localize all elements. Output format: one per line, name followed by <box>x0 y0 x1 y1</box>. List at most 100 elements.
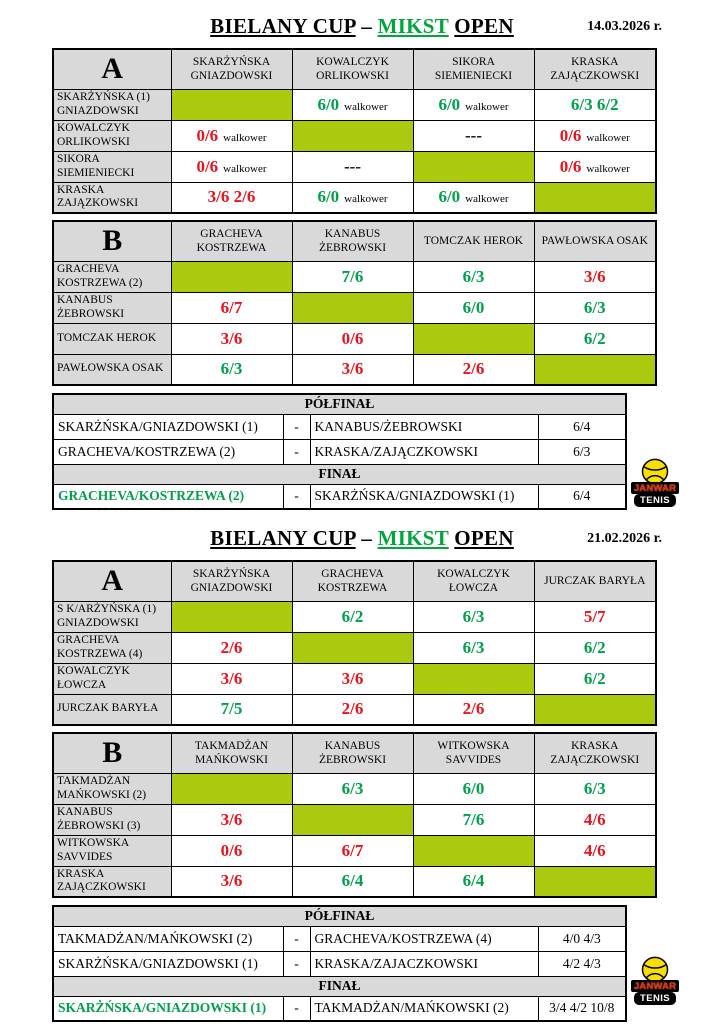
column-header: SKARŻYŃSKA GNIAZDOWSKI <box>170 560 293 602</box>
table-row: WITKOWSKA SAVVIDES 0/6 6/7 4/6 <box>52 834 657 867</box>
player-name: KOWALCZYK ORLIKOWSKI <box>52 119 172 152</box>
score-cell: 6/7 <box>170 291 293 324</box>
pair-name: KRASKA/ZAJĄCZKOWSKI <box>309 438 539 465</box>
score-cell: 3/6 <box>170 662 293 695</box>
score-cell: 4/6 <box>533 803 657 836</box>
score-cell: 6/0 walkower <box>412 181 535 214</box>
pair-name: SKARŻŃSKA/GNIAZDOWSKI (1) <box>52 413 284 440</box>
score: 6/3 <box>220 359 243 379</box>
score: 6/2 <box>583 668 606 688</box>
score: 5/7 <box>583 606 606 626</box>
score: 4/6 <box>583 809 606 829</box>
player-name: JURCZAK BARYŁA <box>52 693 172 726</box>
table-row: KRASKA ZAJĄZKOWSKI 3/6 2/6 6/0 walkower 6… <box>52 181 657 214</box>
score-cell: 2/6 <box>291 693 414 726</box>
player-name: SIKORA SIEMIENIECKI <box>52 150 172 183</box>
page-title-1: BIELANY CUP – MIKST OPEN <box>0 14 724 39</box>
table-row: KRASKA ZAJĄCZKOWSKI 3/6 6/4 6/4 <box>52 865 657 898</box>
score-cell: 6/0 <box>412 772 535 805</box>
score: 0/6 <box>559 125 582 145</box>
pair-name: GRACHEVA/KOSTRZEWA (4) <box>309 925 539 952</box>
title-bar-1: BIELANY CUP – MIKST OPEN 14.03.2026 r. <box>0 14 724 44</box>
table-header-row: A SKARŻYŃSKA GNIAZDOWSKI KOWALCZYK ORLIK… <box>52 48 657 90</box>
self-cell <box>412 322 535 355</box>
table-row: GRACHEVA KOSTRZEWA (4) 2/6 6/3 6/2 <box>52 631 657 664</box>
stage-header-row: PÓŁFINAŁ <box>52 393 627 415</box>
score: 0/6 <box>341 328 364 348</box>
group-label: A <box>52 560 172 602</box>
score: 6/0 <box>317 187 340 207</box>
score-cell: 6/3 <box>533 291 657 324</box>
score-cell: 3/6 <box>291 662 414 695</box>
table-row: KOWALCZYK ŁOWCZA 3/6 3/6 6/2 <box>52 662 657 695</box>
match-score: 4/2 4/3 <box>537 950 627 977</box>
janwar-tenis-logo: JANWAR TENIS <box>628 956 682 1005</box>
column-header: JURCZAK BARYŁA <box>533 560 657 602</box>
logo-text-tenis: TENIS <box>634 992 676 1005</box>
column-header: GRACHEVA KOSTRZEWA <box>170 220 293 262</box>
match-row: SKARŻŃSKA/GNIAZDOWSKI (1) - KANABUS/ŻEBR… <box>52 413 627 440</box>
score-cell: 4/6 <box>533 834 657 867</box>
table-row: KOWALCZYK ORLIKOWSKI 0/6 walkower --- 0/6… <box>52 119 657 152</box>
score-cell: 3/6 <box>170 803 293 836</box>
title-bar-2: BIELANY CUP – MIKST OPEN 21.02.2026 r. <box>0 526 724 556</box>
self-cell <box>170 260 293 293</box>
score: 3/6 <box>341 668 364 688</box>
stage-header-row: FINAŁ <box>52 975 627 997</box>
janwar-tenis-logo: JANWAR TENIS <box>628 458 682 507</box>
score: 2/6 <box>341 699 364 719</box>
versus-dash: - <box>282 925 311 952</box>
winner-pair-name: SKARŻŃSKA/GNIAZDOWSKI (1) <box>52 995 284 1022</box>
player-name: SKARŻYŃSKA (1) GNIAZDOWSKI <box>52 88 172 121</box>
column-header: PAWŁOWSKA OSAK <box>533 220 657 262</box>
pair-name: SKARŻŃSKA/GNIAZDOWSKI (1) <box>309 483 539 510</box>
score-cell: 7/6 <box>291 260 414 293</box>
score: --- <box>465 125 482 145</box>
table-row: GRACHEVA KOSTRZEWA (2) 7/6 6/3 3/6 <box>52 260 657 293</box>
score-cell: 6/2 <box>533 662 657 695</box>
score: 3/6 <box>220 328 243 348</box>
pair-name: GRACHEVA/KOSTRZEWA (2) <box>52 438 284 465</box>
column-header: KANABUS ŻEBROWSKI <box>291 220 414 262</box>
score-cell: 6/0 <box>412 291 535 324</box>
column-header: TOMCZAK HEROK <box>412 220 535 262</box>
group-label: B <box>52 732 172 774</box>
score: 7/5 <box>220 699 243 719</box>
title-text: BIELANY CUP <box>210 14 356 38</box>
player-name: S K/ARŻYŃSKA (1) GNIAZDOWSKI <box>52 600 172 633</box>
score-cell: 0/6 walkower <box>533 150 657 183</box>
table-row: TOMCZAK HEROK 3/6 0/6 6/2 <box>52 322 657 355</box>
score-cell: 5/7 <box>533 600 657 633</box>
score: 6/3 <box>462 637 485 657</box>
score-cell: --- <box>291 150 414 183</box>
score-cell: 6/2 <box>291 600 414 633</box>
table-row: S K/ARŻYŃSKA (1) GNIAZDOWSKI 6/2 6/3 5/7 <box>52 600 657 633</box>
self-cell <box>291 631 414 664</box>
title-text: OPEN <box>454 526 514 551</box>
player-name: GRACHEVA KOSTRZEWA (2) <box>52 260 172 293</box>
score: 6/0 <box>462 297 485 317</box>
score-cell: 7/6 <box>412 803 535 836</box>
match-row: SKARŻŃSKA/GNIAZDOWSKI (1) - KRASKA/ZAJAC… <box>52 950 627 977</box>
player-name: KANABUS ŻEBROWSKI <box>52 291 172 324</box>
self-cell <box>412 150 535 183</box>
score: 2/6 <box>220 637 243 657</box>
column-header: TAKMADŻAN MAŃKOWSKI <box>170 732 293 774</box>
table-row: KANABUS ŻEBROWSKI 6/7 6/0 6/3 <box>52 291 657 324</box>
score-cell: 2/6 <box>412 353 535 386</box>
column-header: WITKOWSKA SAVVIDES <box>412 732 535 774</box>
self-cell <box>533 181 657 214</box>
player-name: KRASKA ZAJĄCZKOWSKI <box>52 865 172 898</box>
group-a-table-2: A SKARŻYŃSKA GNIAZDOWSKI GRACHEVA KOSTRZ… <box>52 560 657 727</box>
score: 7/6 <box>341 266 364 286</box>
self-cell <box>412 834 535 867</box>
pair-name: TAKMADŻAN/MAŃKOWSKI (2) <box>309 995 539 1022</box>
match-score: 6/4 <box>537 483 627 510</box>
semifinal-header: PÓŁFINAŁ <box>52 393 627 415</box>
walkover-note: walkower <box>344 193 388 206</box>
match-score: 6/4 <box>537 413 627 440</box>
table-header-row: B GRACHEVA KOSTRZEWA KANABUS ŻEBROWSKI T… <box>52 220 657 262</box>
score: 6/4 <box>341 871 364 891</box>
score-cell: 6/3 <box>170 353 293 386</box>
